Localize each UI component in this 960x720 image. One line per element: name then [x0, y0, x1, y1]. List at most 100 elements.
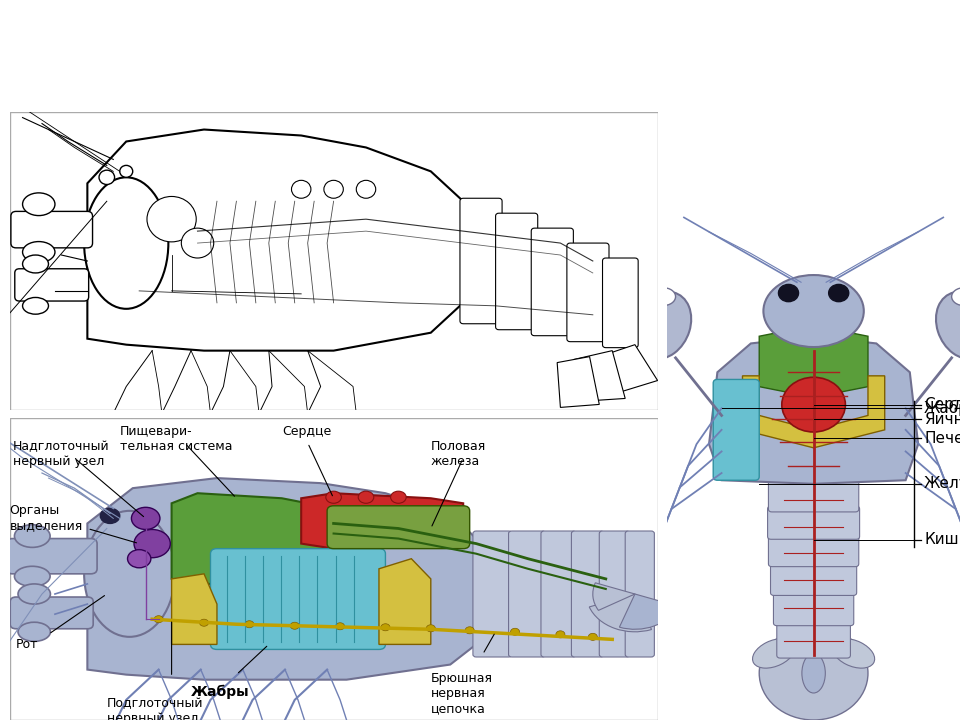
FancyBboxPatch shape	[566, 243, 609, 342]
Circle shape	[128, 549, 151, 568]
Circle shape	[381, 624, 390, 631]
Circle shape	[356, 180, 375, 198]
Text: Брюшная
нервная
цепочка: Брюшная нервная цепочка	[431, 672, 492, 715]
Ellipse shape	[14, 566, 50, 586]
Circle shape	[336, 623, 345, 630]
Ellipse shape	[84, 177, 168, 309]
Ellipse shape	[951, 288, 960, 306]
Text: Сердце: Сердце	[282, 425, 331, 438]
Ellipse shape	[23, 193, 55, 215]
Text: Кишка: Кишка	[924, 533, 960, 547]
FancyBboxPatch shape	[768, 506, 859, 539]
Circle shape	[99, 170, 114, 184]
FancyBboxPatch shape	[540, 531, 576, 657]
Text: Половая
железа: Половая железа	[431, 441, 486, 468]
FancyBboxPatch shape	[768, 534, 859, 567]
FancyBboxPatch shape	[531, 228, 573, 336]
Ellipse shape	[832, 639, 875, 668]
Ellipse shape	[936, 292, 960, 359]
Ellipse shape	[84, 511, 175, 637]
FancyBboxPatch shape	[11, 212, 92, 248]
PathPatch shape	[599, 345, 658, 392]
FancyBboxPatch shape	[768, 477, 859, 512]
PathPatch shape	[759, 325, 868, 397]
FancyBboxPatch shape	[771, 561, 856, 595]
FancyBboxPatch shape	[460, 198, 502, 324]
Ellipse shape	[23, 297, 48, 314]
Ellipse shape	[14, 525, 50, 547]
PathPatch shape	[379, 559, 431, 644]
PathPatch shape	[301, 493, 463, 549]
Circle shape	[132, 508, 160, 529]
FancyBboxPatch shape	[210, 549, 386, 649]
Text: Сердце: Сердце	[924, 397, 960, 412]
Ellipse shape	[802, 654, 826, 693]
Text: Печень: Печень	[924, 431, 960, 446]
Circle shape	[779, 284, 799, 302]
Circle shape	[181, 228, 214, 258]
Text: Органы
выделения: Органы выделения	[10, 505, 83, 532]
Circle shape	[511, 629, 519, 635]
Circle shape	[100, 508, 120, 523]
FancyBboxPatch shape	[713, 379, 759, 480]
Circle shape	[325, 491, 342, 503]
Ellipse shape	[651, 288, 676, 306]
Text: Подглоточный
нервный узел: Подглоточный нервный узел	[107, 697, 204, 720]
FancyBboxPatch shape	[774, 590, 853, 626]
Circle shape	[391, 491, 406, 503]
FancyBboxPatch shape	[7, 539, 97, 574]
PathPatch shape	[172, 493, 334, 584]
PathPatch shape	[709, 336, 918, 484]
Circle shape	[828, 284, 849, 302]
Text: Желудок: Желудок	[924, 477, 960, 491]
Circle shape	[466, 626, 474, 634]
Text: Жабры: Жабры	[924, 400, 960, 416]
Ellipse shape	[23, 255, 48, 273]
FancyBboxPatch shape	[625, 531, 655, 657]
Circle shape	[200, 619, 208, 626]
Ellipse shape	[18, 622, 51, 642]
FancyBboxPatch shape	[509, 531, 545, 657]
Text: Рот: Рот	[16, 638, 38, 651]
Circle shape	[781, 377, 846, 432]
PathPatch shape	[172, 574, 217, 644]
FancyBboxPatch shape	[777, 620, 851, 658]
PathPatch shape	[573, 351, 625, 402]
Circle shape	[556, 631, 564, 638]
PathPatch shape	[87, 478, 476, 680]
FancyBboxPatch shape	[14, 269, 88, 301]
FancyBboxPatch shape	[327, 506, 469, 549]
Circle shape	[155, 616, 163, 623]
Wedge shape	[589, 594, 652, 631]
FancyBboxPatch shape	[599, 531, 630, 657]
Circle shape	[134, 529, 170, 558]
FancyBboxPatch shape	[495, 213, 538, 330]
FancyBboxPatch shape	[11, 597, 93, 629]
Circle shape	[358, 491, 373, 503]
PathPatch shape	[87, 130, 463, 351]
FancyBboxPatch shape	[571, 531, 604, 657]
Ellipse shape	[763, 275, 864, 347]
Ellipse shape	[782, 617, 814, 655]
Ellipse shape	[23, 242, 55, 263]
FancyBboxPatch shape	[473, 531, 512, 657]
Circle shape	[588, 634, 597, 640]
Ellipse shape	[753, 639, 795, 668]
Text: Яичник: Яичник	[924, 412, 960, 426]
Circle shape	[290, 622, 300, 629]
Circle shape	[147, 197, 196, 242]
Circle shape	[120, 166, 132, 177]
Circle shape	[292, 180, 311, 198]
Text: Жабры: Жабры	[191, 685, 250, 699]
Ellipse shape	[18, 584, 51, 604]
Ellipse shape	[635, 292, 691, 359]
Circle shape	[426, 625, 435, 632]
Ellipse shape	[813, 617, 845, 655]
PathPatch shape	[557, 356, 599, 408]
PathPatch shape	[742, 376, 885, 448]
Text: Надглоточный
нервный узел: Надглоточный нервный узел	[12, 441, 109, 468]
FancyBboxPatch shape	[603, 258, 638, 348]
Circle shape	[759, 626, 868, 720]
Circle shape	[245, 621, 253, 628]
Wedge shape	[593, 582, 635, 611]
